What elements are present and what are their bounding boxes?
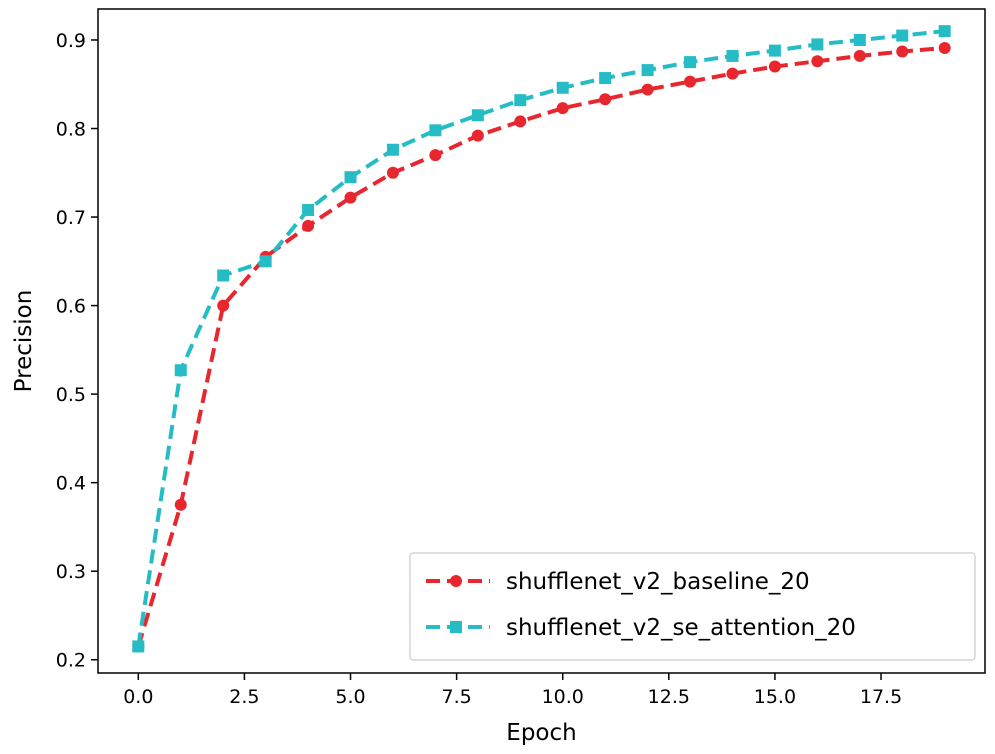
legend-label-se-attention: shufflenet_v2_se_attention_20 [506, 615, 856, 641]
data-point-baseline [556, 102, 569, 115]
data-point-se-attention [386, 143, 399, 156]
data-point-se-attention [302, 203, 315, 216]
x-tick-label: 5.0 [335, 686, 365, 708]
data-point-se-attention [344, 171, 357, 184]
legend-marker-se-attention [450, 621, 462, 633]
data-point-se-attention [938, 25, 951, 38]
x-tick-label: 15.0 [754, 686, 796, 708]
y-tick-label: 0.4 [56, 473, 86, 495]
data-point-baseline [471, 129, 484, 142]
series-se-attention [132, 25, 951, 653]
x-tick-label: 0.0 [123, 686, 153, 708]
data-point-se-attention [599, 72, 612, 85]
data-point-se-attention [556, 81, 569, 94]
data-point-baseline [386, 166, 399, 179]
data-point-se-attention [811, 38, 824, 51]
y-axis-ticks: 0.2 0.3 0.4 0.5 0.6 0.7 0.8 0.9 [56, 30, 98, 672]
data-point-baseline [768, 60, 781, 73]
legend-label-baseline: shufflenet_v2_baseline_20 [506, 569, 810, 595]
data-point-baseline [344, 191, 357, 204]
data-point-baseline [811, 55, 824, 68]
data-point-baseline [684, 75, 697, 88]
data-point-se-attention [429, 124, 442, 137]
data-point-baseline [174, 498, 187, 511]
y-tick-label: 0.3 [56, 561, 86, 583]
y-tick-label: 0.6 [56, 296, 86, 318]
y-tick-label: 0.5 [56, 384, 86, 406]
x-axis-label: Epoch [506, 720, 576, 746]
legend: shufflenet_v2_baseline_20 shufflenet_v2_… [409, 552, 976, 661]
y-axis-label: Precision [11, 290, 37, 393]
y-tick-label: 0.2 [56, 650, 86, 672]
data-point-se-attention [896, 29, 909, 42]
data-point-baseline [641, 83, 654, 96]
series-line-baseline [136, 45, 945, 648]
y-tick-label: 0.8 [56, 119, 86, 141]
legend-marker-shape [450, 621, 462, 633]
data-point-baseline [853, 49, 866, 62]
data-point-baseline [217, 299, 230, 312]
data-point-baseline [896, 45, 909, 58]
data-point-baseline [302, 219, 315, 232]
legend-entry-se-attention: shufflenet_v2_se_attention_20 [426, 615, 856, 641]
x-tick-label: 17.5 [860, 686, 902, 708]
legend-marker-baseline [450, 575, 462, 587]
x-tick-label: 10.0 [542, 686, 584, 708]
legend-marker-shape [450, 575, 462, 587]
data-point-se-attention [132, 640, 145, 653]
data-point-baseline [429, 149, 442, 162]
data-point-baseline [514, 115, 527, 128]
y-tick-label: 0.7 [56, 207, 86, 229]
data-point-se-attention [641, 64, 654, 77]
plot-area-frame [97, 8, 986, 674]
data-point-baseline [599, 93, 612, 106]
data-point-se-attention [471, 109, 484, 122]
x-axis-ticks: 0.0 2.5 5.0 7.5 10.0 12.5 15.0 17.5 [123, 673, 902, 708]
data-point-baseline [938, 41, 951, 54]
x-tick-label: 7.5 [442, 686, 472, 708]
series-layer [132, 25, 951, 653]
series-baseline [132, 41, 951, 653]
data-point-se-attention [514, 94, 527, 107]
data-point-se-attention [853, 33, 866, 46]
data-point-se-attention [174, 364, 187, 377]
series-line-se-attention [136, 29, 945, 647]
legend-box [409, 552, 976, 661]
y-tick-label: 0.9 [56, 30, 86, 52]
legend-entry-baseline: shufflenet_v2_baseline_20 [426, 569, 810, 595]
data-point-se-attention [684, 56, 697, 69]
data-point-baseline [726, 67, 739, 80]
data-point-se-attention [259, 255, 272, 268]
x-tick-label: 2.5 [229, 686, 259, 708]
data-point-se-attention [768, 44, 781, 57]
data-point-se-attention [217, 269, 230, 282]
x-tick-label: 12.5 [648, 686, 690, 708]
data-point-se-attention [726, 49, 739, 62]
